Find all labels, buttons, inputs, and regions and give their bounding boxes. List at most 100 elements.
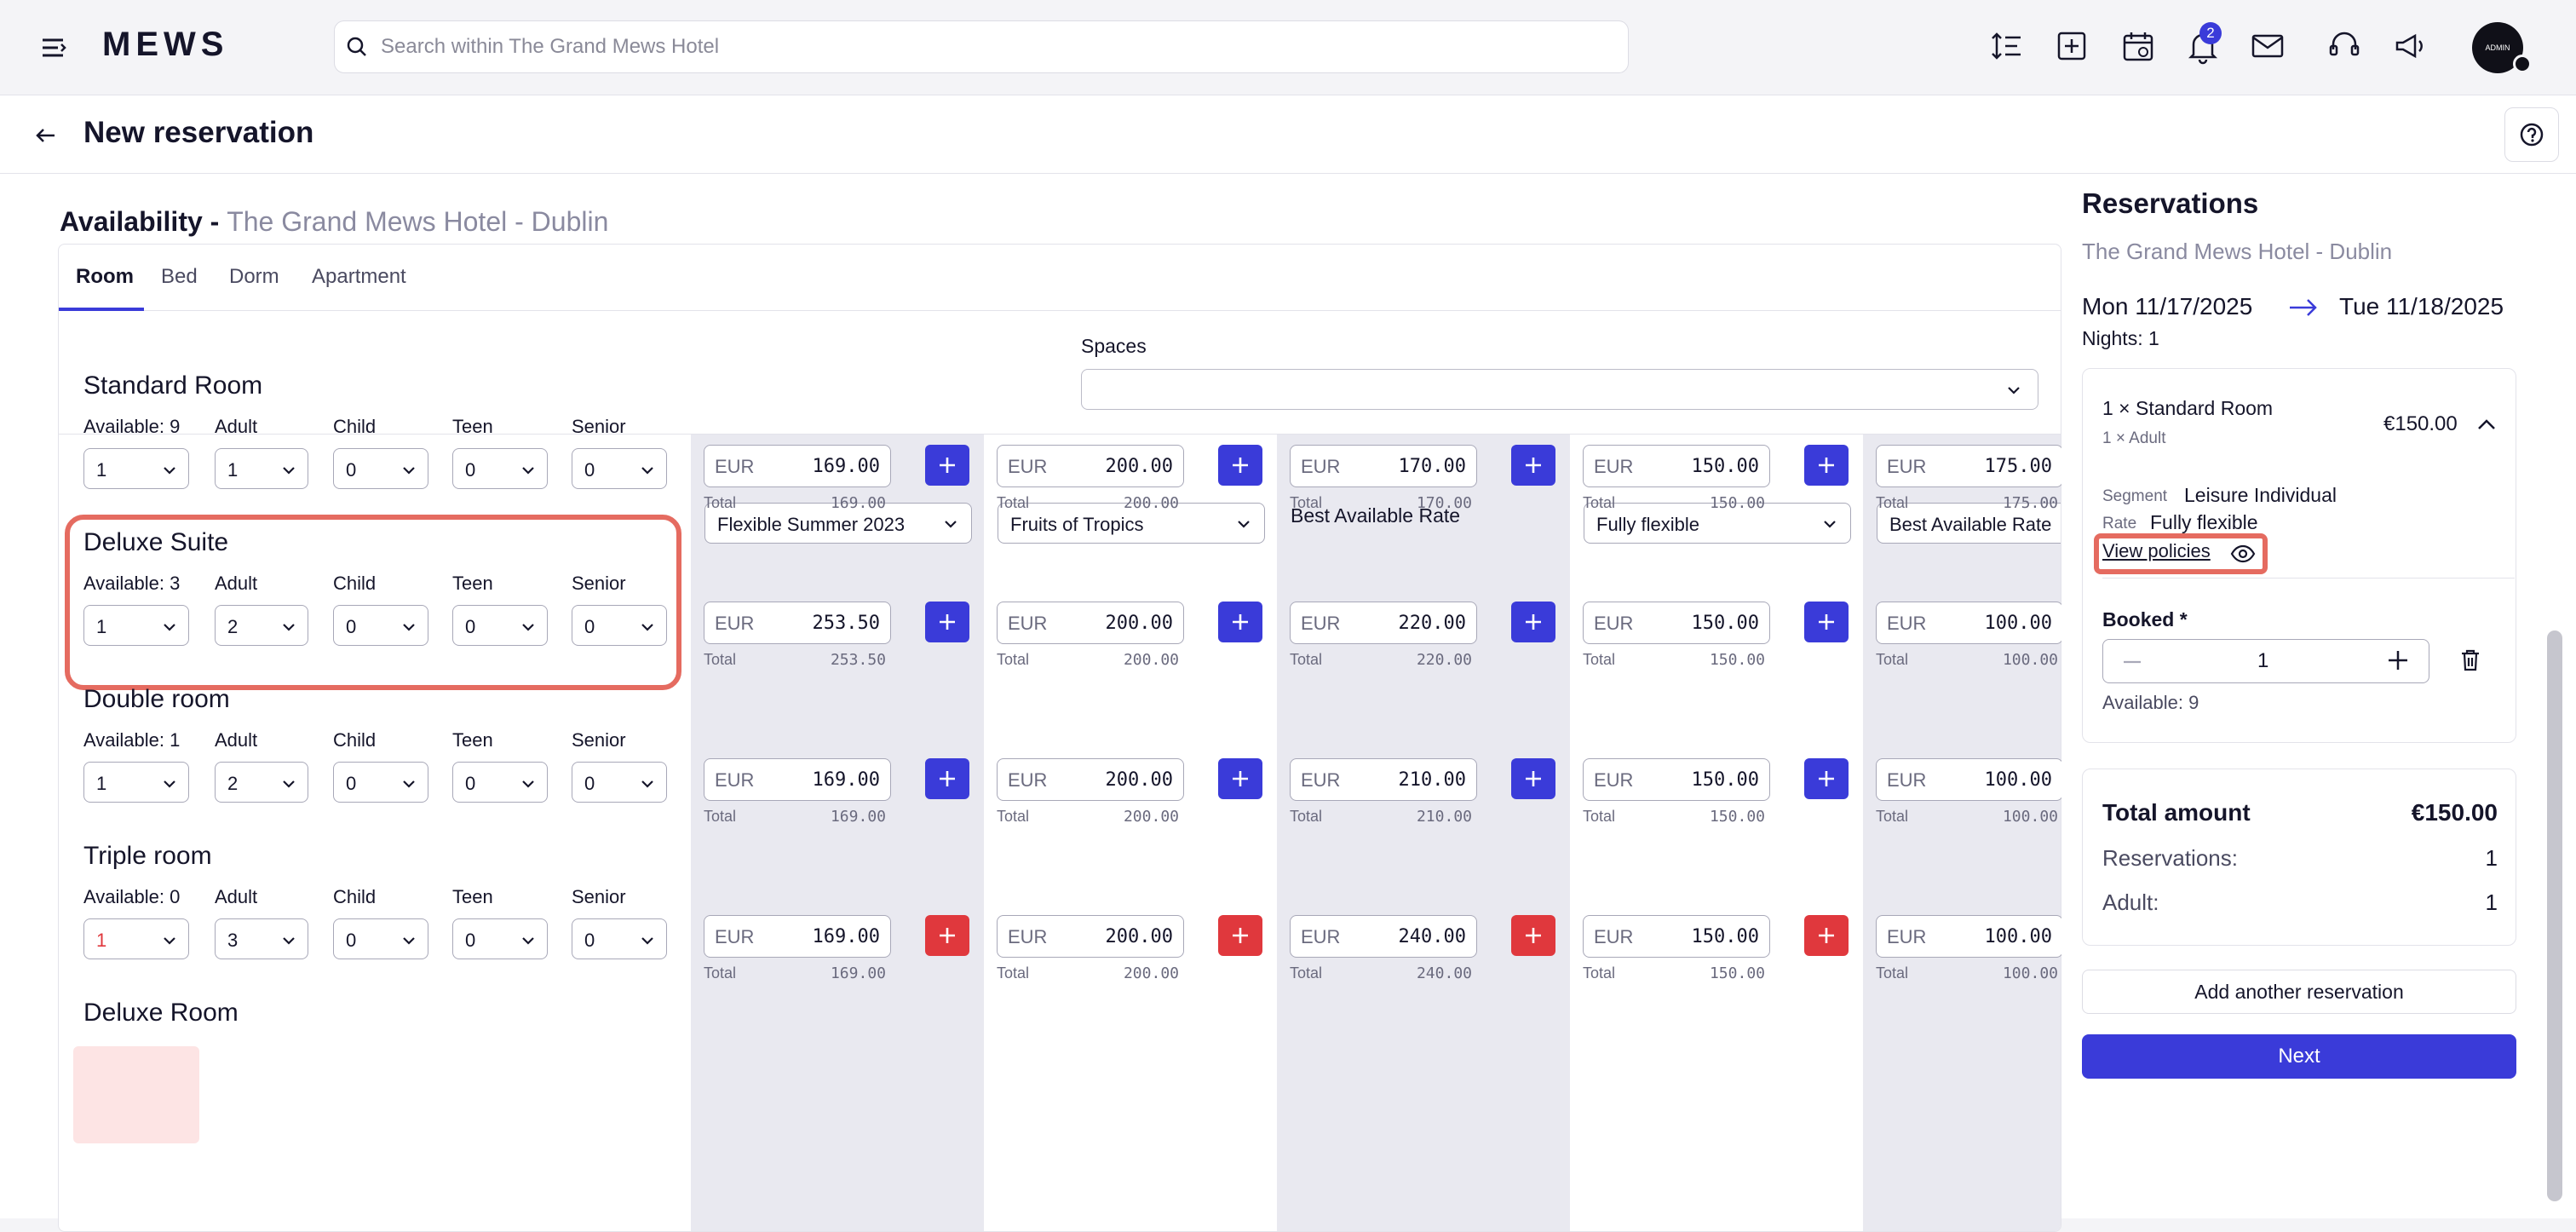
price-value[interactable]: 150.00	[1691, 613, 1759, 634]
add-rate-button[interactable]	[1511, 602, 1555, 642]
price-input[interactable]: EUR 253.50	[704, 602, 891, 644]
rate-plan-select[interactable]: Fully flexible	[1584, 503, 1851, 544]
rate-plan-select[interactable]: Best Available Rate	[1877, 503, 2061, 544]
qty-select[interactable]: 1	[83, 762, 189, 803]
price-value[interactable]: 150.00	[1691, 926, 1759, 947]
qty-select[interactable]: 1	[83, 448, 189, 489]
add-rate-button[interactable]	[1218, 602, 1262, 642]
eye-icon[interactable]	[2230, 544, 2256, 564]
megaphone-icon[interactable]	[2392, 27, 2429, 65]
view-policies-link[interactable]: View policies	[2102, 540, 2211, 561]
rate-plan-select[interactable]: Flexible Summer 2023	[704, 503, 972, 544]
adult-select[interactable]: 3	[215, 918, 308, 959]
price-value[interactable]: 100.00	[1984, 769, 2052, 791]
add-rate-button[interactable]	[1218, 445, 1262, 486]
price-input[interactable]: EUR 210.00	[1290, 758, 1477, 801]
add-rate-button[interactable]	[925, 602, 969, 642]
price-value[interactable]: 200.00	[1105, 769, 1173, 791]
trash-icon[interactable]	[2458, 648, 2482, 673]
price-value[interactable]: 240.00	[1398, 926, 1466, 947]
mews-logo[interactable]: MEWS	[102, 26, 229, 63]
price-value[interactable]: 200.00	[1105, 613, 1173, 634]
add-rate-button[interactable]	[1511, 758, 1555, 799]
tab-apartment[interactable]: Apartment	[312, 265, 406, 288]
senior-select[interactable]: 0	[572, 605, 667, 646]
add-square-icon[interactable]	[2053, 27, 2090, 65]
price-value[interactable]: 210.00	[1398, 769, 1466, 791]
child-select[interactable]: 0	[333, 918, 428, 959]
price-value[interactable]: 150.00	[1691, 769, 1759, 791]
scrollbar-thumb[interactable]	[2547, 630, 2562, 1201]
price-input[interactable]: EUR 150.00	[1583, 602, 1770, 644]
price-input[interactable]: EUR 220.00	[1290, 602, 1477, 644]
price-value[interactable]: 100.00	[1984, 613, 2052, 634]
price-input[interactable]: EUR 169.00	[704, 915, 891, 958]
add-rate-button[interactable]	[1804, 758, 1849, 799]
price-input[interactable]: EUR 175.00	[1876, 445, 2061, 487]
teen-select[interactable]: 0	[452, 448, 548, 489]
chevron-up-icon[interactable]	[2474, 412, 2499, 438]
mail-icon[interactable]	[2249, 27, 2286, 65]
price-value[interactable]: 175.00	[1984, 456, 2052, 477]
adult-select[interactable]: 2	[215, 762, 308, 803]
qty-select[interactable]: 1	[83, 605, 189, 646]
price-value[interactable]: 169.00	[812, 769, 880, 791]
child-select[interactable]: 0	[333, 605, 428, 646]
plus-icon[interactable]	[2385, 648, 2411, 673]
senior-select[interactable]: 0	[572, 918, 667, 959]
child-select[interactable]: 0	[333, 448, 428, 489]
teen-select[interactable]: 0	[452, 918, 548, 959]
add-rate-button[interactable]	[925, 915, 969, 956]
add-rate-button[interactable]	[1804, 915, 1849, 956]
price-value[interactable]: 200.00	[1105, 456, 1173, 477]
add-rate-button[interactable]	[1511, 445, 1555, 486]
adult-select[interactable]: 2	[215, 605, 308, 646]
qty-select[interactable]: 1	[83, 918, 189, 959]
support-icon[interactable]	[2326, 27, 2363, 65]
add-rate-button[interactable]	[1218, 758, 1262, 799]
price-input[interactable]: EUR 240.00	[1290, 915, 1477, 958]
price-value[interactable]: 100.00	[1984, 926, 2052, 947]
add-rate-button[interactable]	[1511, 915, 1555, 956]
back-arrow-icon[interactable]	[31, 121, 60, 150]
senior-select[interactable]: 0	[572, 448, 667, 489]
booked-stepper[interactable]	[2102, 639, 2429, 683]
rate-plan-select[interactable]: Fruits of Tropics	[998, 503, 1265, 544]
spaces-select[interactable]	[1081, 369, 2038, 410]
date-to[interactable]: Tue 11/18/2025	[2339, 293, 2504, 320]
menu-icon[interactable]	[37, 32, 68, 63]
minus-icon[interactable]	[2121, 651, 2143, 673]
price-value[interactable]: 169.00	[812, 926, 880, 947]
add-rate-button[interactable]	[925, 445, 969, 486]
price-input[interactable]: EUR 200.00	[997, 758, 1184, 801]
tab-bed[interactable]: Bed	[161, 265, 198, 288]
booked-value[interactable]: 1	[2257, 649, 2269, 672]
price-value[interactable]: 150.00	[1691, 456, 1759, 477]
price-input[interactable]: EUR 169.00	[704, 445, 891, 487]
add-rate-button[interactable]	[1804, 445, 1849, 486]
price-input[interactable]: EUR 100.00	[1876, 602, 2061, 644]
add-another-reservation-button[interactable]: Add another reservation	[2082, 970, 2516, 1014]
add-rate-button[interactable]	[925, 758, 969, 799]
date-from[interactable]: Mon 11/17/2025	[2082, 293, 2253, 320]
search-bar[interactable]	[334, 20, 1629, 73]
price-input[interactable]: EUR 200.00	[997, 602, 1184, 644]
price-value[interactable]: 200.00	[1105, 926, 1173, 947]
next-button[interactable]: Next	[2082, 1034, 2516, 1079]
help-button[interactable]	[2504, 107, 2559, 162]
price-input[interactable]: EUR 169.00	[704, 758, 891, 801]
search-input[interactable]	[381, 21, 1607, 72]
adult-select[interactable]: 1	[215, 448, 308, 489]
price-input[interactable]: EUR 100.00	[1876, 758, 2061, 801]
price-value[interactable]: 220.00	[1398, 613, 1466, 634]
price-value[interactable]: 253.50	[812, 613, 880, 634]
price-input[interactable]: EUR 100.00	[1876, 915, 2061, 958]
senior-select[interactable]: 0	[572, 762, 667, 803]
sort-icon[interactable]	[1988, 27, 2026, 65]
price-input[interactable]: EUR 150.00	[1583, 758, 1770, 801]
price-input[interactable]: EUR 200.00	[997, 915, 1184, 958]
child-select[interactable]: 0	[333, 762, 428, 803]
add-rate-button[interactable]	[1218, 915, 1262, 956]
add-rate-button[interactable]	[1804, 602, 1849, 642]
price-value[interactable]: 169.00	[812, 456, 880, 477]
